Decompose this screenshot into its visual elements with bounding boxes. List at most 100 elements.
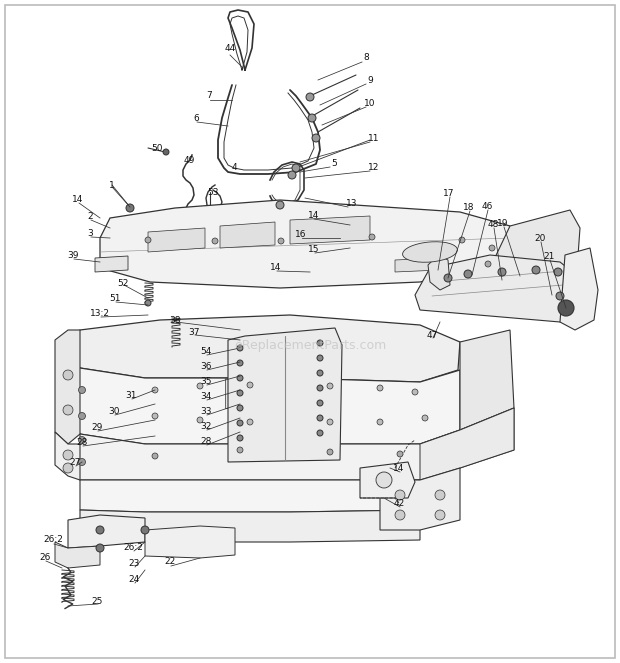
- Text: 7: 7: [206, 91, 212, 99]
- Circle shape: [317, 370, 323, 376]
- Circle shape: [444, 274, 452, 282]
- Polygon shape: [220, 222, 275, 248]
- Text: 23: 23: [128, 558, 140, 568]
- Circle shape: [79, 412, 86, 420]
- Text: 35: 35: [200, 377, 212, 385]
- Circle shape: [435, 510, 445, 520]
- Text: 14: 14: [393, 463, 405, 473]
- Circle shape: [459, 237, 465, 243]
- Text: 49: 49: [184, 156, 195, 164]
- Polygon shape: [395, 258, 440, 272]
- Polygon shape: [428, 255, 450, 290]
- Text: 1: 1: [109, 180, 115, 190]
- Text: 34: 34: [200, 391, 211, 400]
- Polygon shape: [80, 408, 514, 480]
- Circle shape: [63, 370, 73, 380]
- Circle shape: [247, 419, 253, 425]
- Text: 38: 38: [169, 316, 181, 324]
- Text: 44: 44: [224, 44, 236, 52]
- Text: 31: 31: [125, 391, 137, 400]
- Circle shape: [558, 300, 574, 316]
- Circle shape: [63, 405, 73, 415]
- Text: 18: 18: [463, 202, 475, 211]
- Circle shape: [395, 510, 405, 520]
- Circle shape: [278, 238, 284, 244]
- Polygon shape: [68, 350, 460, 444]
- Text: 4: 4: [231, 162, 237, 172]
- Polygon shape: [80, 510, 420, 542]
- Text: 13: 13: [346, 198, 358, 208]
- Circle shape: [276, 201, 284, 209]
- Circle shape: [556, 292, 564, 300]
- Text: 37: 37: [188, 328, 200, 337]
- Text: 39: 39: [67, 251, 79, 259]
- Text: 12: 12: [368, 162, 379, 172]
- Circle shape: [397, 451, 403, 457]
- Text: 22: 22: [164, 558, 175, 566]
- Circle shape: [489, 245, 495, 251]
- Text: 25: 25: [91, 597, 103, 605]
- Text: 26:2: 26:2: [43, 536, 63, 544]
- Polygon shape: [490, 210, 580, 282]
- Circle shape: [79, 459, 86, 465]
- Polygon shape: [360, 462, 415, 498]
- Circle shape: [485, 261, 491, 267]
- Circle shape: [369, 234, 375, 240]
- Circle shape: [317, 430, 323, 436]
- Circle shape: [197, 383, 203, 389]
- Circle shape: [317, 385, 323, 391]
- Circle shape: [377, 385, 383, 391]
- Circle shape: [435, 490, 445, 500]
- Polygon shape: [460, 330, 514, 430]
- Text: 6: 6: [193, 113, 199, 123]
- Circle shape: [237, 345, 243, 351]
- Text: 48: 48: [487, 219, 498, 229]
- Text: 2: 2: [87, 211, 93, 221]
- Circle shape: [317, 355, 323, 361]
- Circle shape: [422, 415, 428, 421]
- Circle shape: [145, 300, 151, 306]
- Circle shape: [327, 449, 333, 455]
- Text: eReplacementParts.com: eReplacementParts.com: [234, 339, 386, 351]
- Polygon shape: [55, 432, 145, 480]
- Circle shape: [145, 237, 151, 243]
- Circle shape: [237, 447, 243, 453]
- Text: 3: 3: [87, 229, 93, 237]
- Circle shape: [197, 417, 203, 423]
- Circle shape: [317, 400, 323, 406]
- Circle shape: [141, 526, 149, 534]
- Text: 54: 54: [200, 347, 211, 355]
- Circle shape: [237, 390, 243, 396]
- Circle shape: [292, 164, 300, 172]
- Polygon shape: [290, 216, 370, 244]
- Circle shape: [377, 419, 383, 425]
- Polygon shape: [100, 200, 520, 288]
- Text: 50: 50: [151, 143, 162, 152]
- Circle shape: [163, 149, 169, 155]
- Circle shape: [554, 268, 562, 276]
- Text: 26: 26: [39, 552, 51, 562]
- Text: 8: 8: [363, 52, 369, 62]
- Text: 51: 51: [109, 294, 121, 302]
- Circle shape: [79, 387, 86, 394]
- Text: 20: 20: [534, 233, 546, 243]
- Circle shape: [152, 387, 158, 393]
- Text: 46: 46: [481, 202, 493, 210]
- Text: 42: 42: [393, 499, 405, 507]
- Circle shape: [464, 270, 472, 278]
- Circle shape: [237, 360, 243, 366]
- Circle shape: [312, 134, 320, 142]
- Circle shape: [63, 463, 73, 473]
- Text: 17: 17: [443, 188, 454, 198]
- Text: 47: 47: [427, 330, 438, 339]
- Polygon shape: [148, 228, 205, 252]
- Circle shape: [395, 490, 405, 500]
- Polygon shape: [560, 248, 598, 330]
- Circle shape: [237, 375, 243, 381]
- Text: 28: 28: [76, 438, 87, 446]
- Circle shape: [79, 436, 86, 444]
- Text: 9: 9: [367, 76, 373, 84]
- Circle shape: [63, 450, 73, 460]
- Text: 26:2: 26:2: [123, 542, 143, 552]
- Circle shape: [126, 204, 134, 212]
